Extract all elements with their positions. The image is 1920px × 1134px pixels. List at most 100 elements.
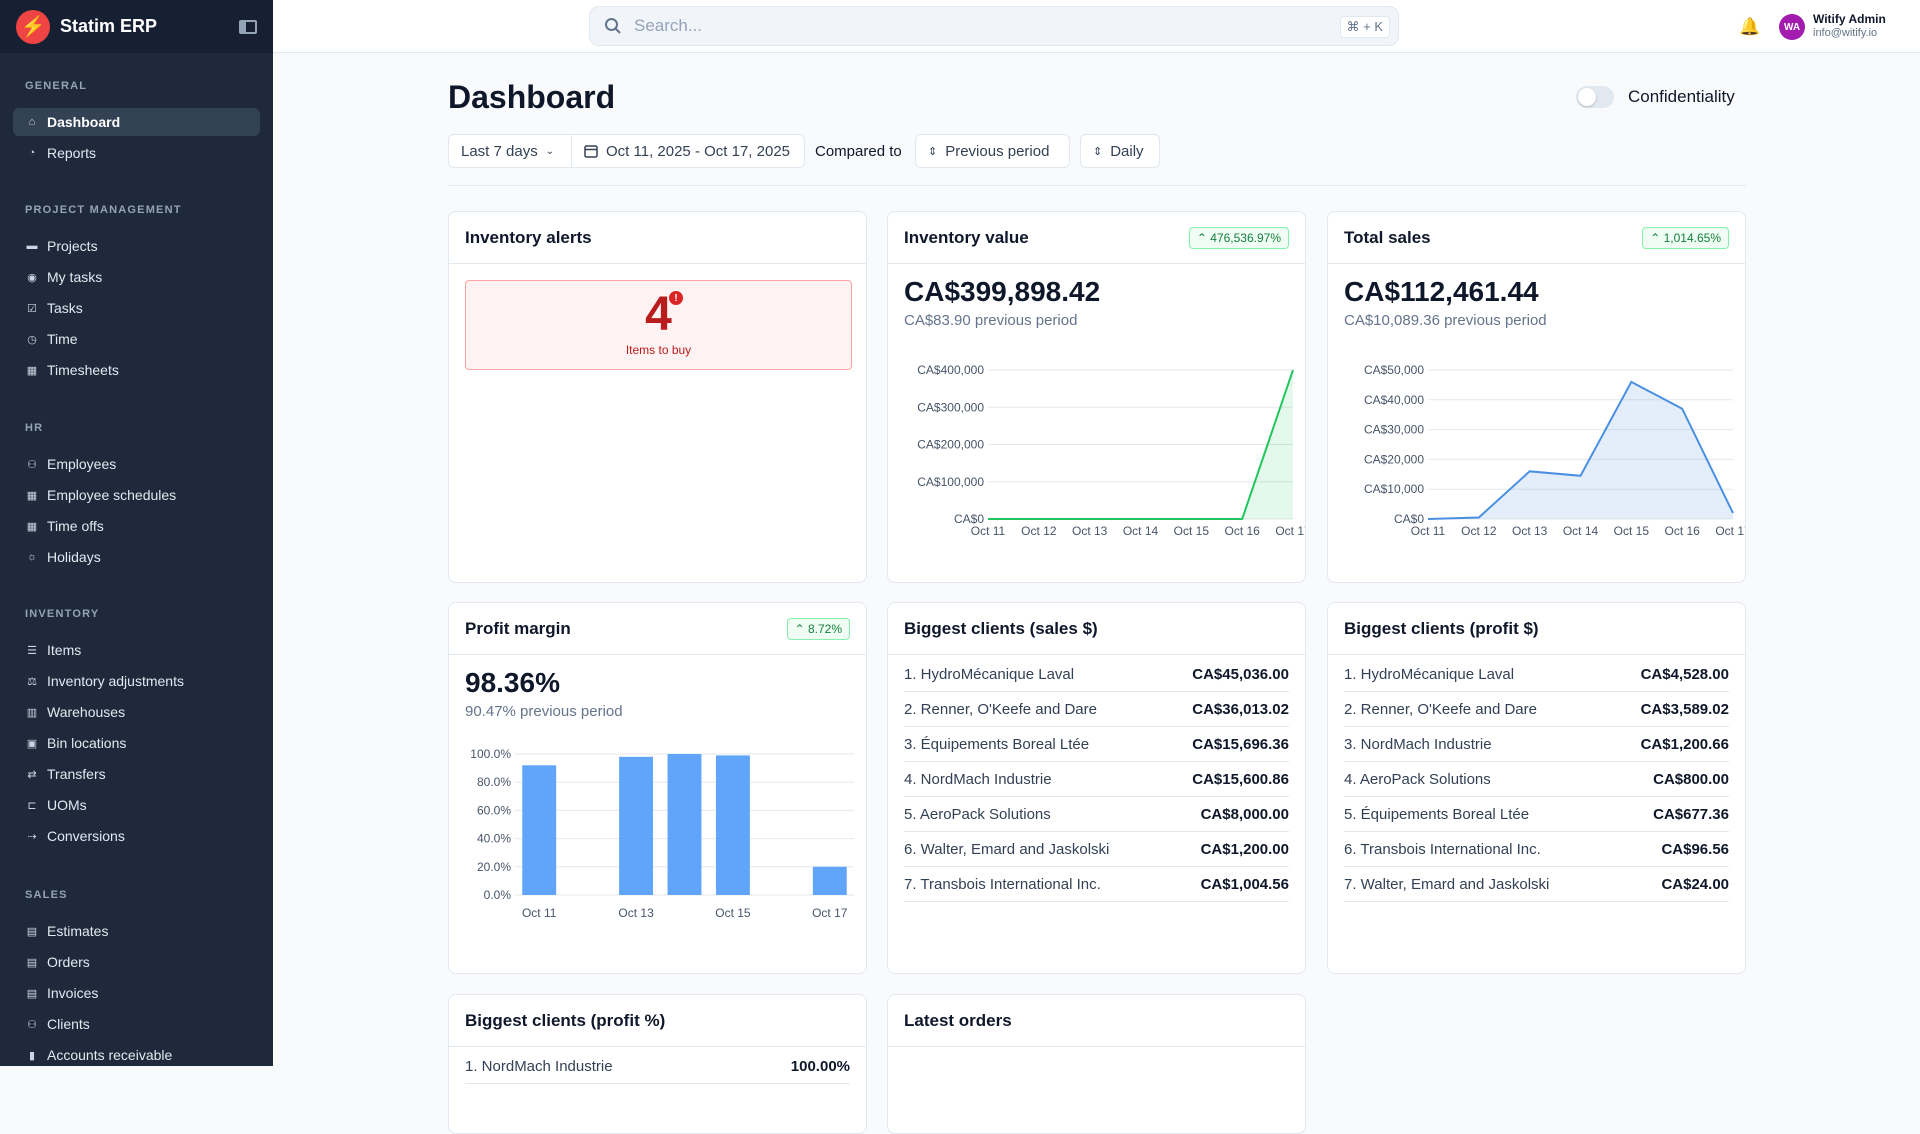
- alert-count: 4: [466, 287, 851, 342]
- avatar[interactable]: WA: [1779, 14, 1805, 40]
- sidebar-item-reports[interactable]: ◔Reports: [13, 139, 260, 167]
- arrow-up-icon: ⌃: [1650, 231, 1663, 245]
- confidentiality-toggle[interactable]: [1576, 86, 1614, 108]
- x-tick-label: Oct 13: [1512, 524, 1548, 538]
- range-select[interactable]: Last 7 days ⌄: [448, 134, 572, 168]
- ruler-icon: ⊏: [25, 798, 39, 812]
- badge-value: 476,536.97%: [1210, 231, 1281, 245]
- sidebar-item-employees[interactable]: ⚇Employees: [13, 450, 260, 478]
- user-circle-icon: ◉: [25, 270, 39, 284]
- card-header: Total sales ⌃ 1,014.65%: [1328, 212, 1745, 264]
- client-value: CA$15,600.86: [1192, 771, 1289, 788]
- client-value: CA$3,589.02: [1641, 701, 1729, 718]
- sidebar-item-bin-locations[interactable]: ▣Bin locations: [13, 729, 260, 757]
- sidebar-item-transfers[interactable]: ⇄Transfers: [13, 760, 260, 788]
- client-value: CA$677.36: [1653, 806, 1729, 823]
- chevron-down-icon: ⌄: [546, 146, 554, 157]
- table-row[interactable]: 5. Équipements Boreal Ltée CA$677.36: [1344, 797, 1729, 832]
- topbar: Search... ⌘ + K 🔔 WA Witify Admin info@w…: [273, 0, 1920, 53]
- arrow-up-icon: ⌃: [795, 622, 808, 636]
- sidebar-item-time-offs[interactable]: ▦Time offs: [13, 512, 260, 540]
- sidebar-item-label: Projects: [47, 238, 98, 254]
- x-tick-label: Oct 13: [618, 906, 654, 920]
- compared-to-label: Compared to: [815, 143, 902, 160]
- sidebar-toggle-icon[interactable]: [239, 20, 257, 34]
- sidebar-item-clients[interactable]: ⚇Clients: [13, 1010, 260, 1038]
- badge-value: 8.72%: [808, 622, 842, 636]
- sidebar-item-label: Accounts receivable: [47, 1047, 172, 1063]
- client-value: CA$1,200.66: [1641, 736, 1729, 753]
- sidebar-item-my-tasks[interactable]: ◉My tasks: [13, 263, 260, 291]
- client-value: CA$96.56: [1661, 841, 1729, 858]
- sidebar-item-projects[interactable]: ▬Projects: [13, 232, 260, 260]
- search-input[interactable]: Search... ⌘ + K: [589, 6, 1399, 46]
- user-name[interactable]: Witify Admin: [1813, 12, 1886, 26]
- sidebar-item-label: Timesheets: [47, 362, 119, 378]
- sidebar-item-dashboard[interactable]: ⌂Dashboard: [13, 108, 260, 136]
- transfer-icon: ⇄: [25, 767, 39, 781]
- granularity-label: Daily: [1110, 143, 1143, 160]
- sun-icon: ☼: [25, 550, 39, 564]
- card-header: Biggest clients (profit $): [1328, 603, 1745, 655]
- sidebar-item-label: Items: [47, 642, 81, 658]
- sidebar-item-accounts-receivable[interactable]: ▮Accounts receivable: [13, 1041, 260, 1069]
- granularity-select[interactable]: ⇕ Daily: [1080, 134, 1160, 168]
- sidebar-item-employee-schedules[interactable]: ▦Employee schedules: [13, 481, 260, 509]
- y-tick-label: 80.0%: [477, 775, 511, 789]
- bell-icon[interactable]: 🔔: [1739, 17, 1760, 37]
- compare-select[interactable]: ⇕ Previous period: [915, 134, 1070, 168]
- sidebar-item-inventory-adjustments[interactable]: ⚖ Inventory adjustments: [13, 667, 260, 695]
- table-row[interactable]: 3. NordMach Industrie CA$1,200.66: [1344, 727, 1729, 762]
- card-header: Inventory alerts: [449, 212, 866, 264]
- sidebar-item-tasks[interactable]: ☑Tasks: [13, 294, 260, 322]
- sidebar-item-invoices[interactable]: ▤Invoices: [13, 979, 260, 1007]
- sidebar-item-warehouses[interactable]: ▥Warehouses: [13, 698, 260, 726]
- building-icon: ▥: [25, 705, 39, 719]
- sidebar-item-conversions[interactable]: ⇢Conversions: [13, 822, 260, 850]
- sidebar-item-label: Holidays: [47, 549, 101, 565]
- sidebar-item-timesheets[interactable]: ▦Timesheets: [13, 356, 260, 384]
- database-icon: ☰: [25, 643, 39, 657]
- card-header: Biggest clients (sales $): [888, 603, 1305, 655]
- client-name: 1. HydroMécanique Laval: [1344, 666, 1514, 683]
- sidebar-item-label: Dashboard: [47, 114, 120, 130]
- x-tick-label: Oct 17: [812, 906, 848, 920]
- date-range-picker[interactable]: Oct 11, 2025 - Oct 17, 2025: [571, 134, 805, 168]
- sidebar-item-items[interactable]: ☰ Items: [13, 636, 260, 664]
- client-value: 100.00%: [791, 1058, 850, 1075]
- inventory-alert-box[interactable]: 4 ! Items to buy: [465, 280, 852, 370]
- inventory-value-card: Inventory value ⌃ 476,536.97% CA$399,898…: [887, 211, 1306, 583]
- calendar-icon: [584, 144, 598, 158]
- x-tick-label: Oct 11: [1411, 524, 1446, 538]
- client-name: 2. Renner, O'Keefe and Dare: [904, 701, 1097, 718]
- sidebar-item-time[interactable]: ◷Time: [13, 325, 260, 353]
- table-row[interactable]: 6. Transbois International Inc.CA$96.56: [1344, 832, 1729, 867]
- change-badge: ⌃ 476,536.97%: [1189, 227, 1289, 249]
- x-tick-label: Oct 14: [1563, 524, 1599, 538]
- sidebar-item-label: Employee schedules: [47, 487, 176, 503]
- sidebar-item-label: Inventory adjustments: [47, 673, 184, 689]
- table-row[interactable]: 7. Transbois International Inc.CA$1,004.…: [904, 867, 1289, 902]
- sidebar-item-orders[interactable]: ▤Orders: [13, 948, 260, 976]
- sidebar-item-estimates[interactable]: ▤Estimates: [13, 917, 260, 945]
- calendar-icon: ▦: [25, 519, 39, 533]
- sidebar-item-uoms[interactable]: ⊏UOMs: [13, 791, 260, 819]
- nav-section-heading: GENERAL: [0, 80, 112, 92]
- adjust-icon: ⚖: [25, 674, 39, 688]
- client-name: 5. Équipements Boreal Ltée: [1344, 806, 1529, 823]
- client-name: 3. NordMach Industrie: [1344, 736, 1492, 753]
- sidebar-item-label: Orders: [47, 954, 90, 970]
- sidebar-item-holidays[interactable]: ☼ Holidays: [13, 543, 260, 571]
- tasks-icon: ☑: [25, 301, 39, 315]
